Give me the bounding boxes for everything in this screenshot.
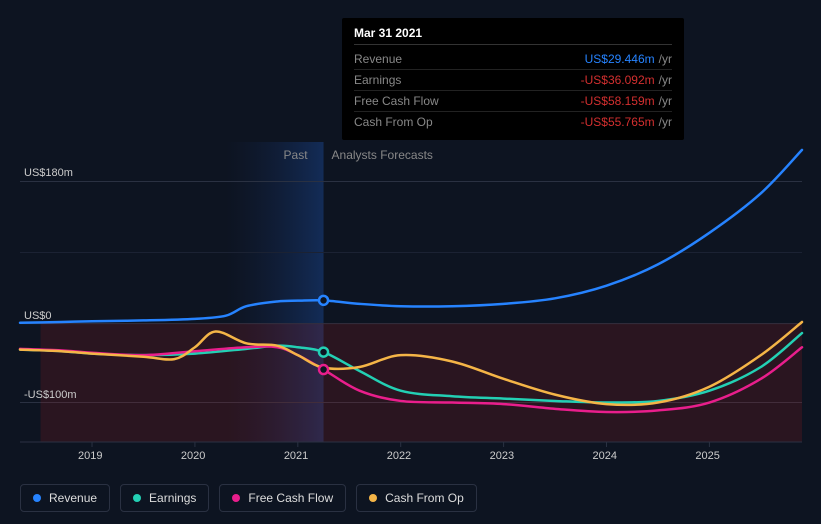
tooltip-row-label: Cash From Op bbox=[354, 113, 433, 131]
tooltip-row-value: -US$36.092m/yr bbox=[581, 71, 672, 89]
legend-dot-icon bbox=[33, 494, 41, 502]
tooltip-row-value: US$29.446m/yr bbox=[585, 50, 672, 68]
forecast-label: Analysts Forecasts bbox=[332, 148, 433, 162]
legend-item-cfo[interactable]: Cash From Op bbox=[356, 484, 477, 512]
series-marker bbox=[319, 348, 328, 357]
past-label: Past bbox=[284, 148, 308, 162]
legend: Revenue Earnings Free Cash Flow Cash From O… bbox=[20, 484, 477, 512]
legend-dot-icon bbox=[369, 494, 377, 502]
tooltip-row-value: -US$58.159m/yr bbox=[581, 92, 672, 110]
legend-item-label: Cash From Op bbox=[385, 491, 464, 505]
x-axis-label: 2024 bbox=[593, 450, 617, 462]
legend-item-fcf[interactable]: Free Cash Flow bbox=[219, 484, 346, 512]
legend-dot-icon bbox=[133, 494, 141, 502]
legend-item-earnings[interactable]: Earnings bbox=[120, 484, 209, 512]
legend-dot-icon bbox=[232, 494, 240, 502]
x-axis-label: 2022 bbox=[387, 450, 411, 462]
x-axis-label: 2025 bbox=[695, 450, 719, 462]
chart-tooltip: Mar 31 2021 Revenue US$29.446m/yr Earnings… bbox=[342, 18, 684, 140]
x-axis-label: 2023 bbox=[490, 450, 514, 462]
tooltip-row-label: Free Cash Flow bbox=[354, 92, 439, 110]
series-marker bbox=[319, 296, 328, 305]
y-axis-label: US$180m bbox=[24, 167, 73, 179]
legend-item-revenue[interactable]: Revenue bbox=[20, 484, 110, 512]
tooltip-row-label: Revenue bbox=[354, 50, 402, 68]
tooltip-row: Earnings -US$36.092m/yr bbox=[354, 70, 672, 91]
chart-container: { "tooltip": { "date": "Mar 31 2021", "r… bbox=[0, 0, 821, 524]
y-axis-label: US$0 bbox=[24, 310, 52, 322]
legend-item-label: Free Cash Flow bbox=[248, 491, 333, 505]
tooltip-row-value: -US$55.765m/yr bbox=[581, 113, 672, 131]
tooltip-row: Cash From Op -US$55.765m/yr bbox=[354, 112, 672, 132]
tooltip-row: Free Cash Flow -US$58.159m/yr bbox=[354, 91, 672, 112]
tooltip-date: Mar 31 2021 bbox=[354, 26, 672, 45]
tooltip-row: Revenue US$29.446m/yr bbox=[354, 49, 672, 70]
y-axis-label: -US$100m bbox=[24, 389, 77, 401]
legend-item-label: Revenue bbox=[49, 491, 97, 505]
x-axis-label: 2020 bbox=[181, 450, 205, 462]
legend-item-label: Earnings bbox=[149, 491, 196, 505]
x-axis-label: 2021 bbox=[284, 450, 308, 462]
series-marker bbox=[319, 365, 328, 374]
x-axis-label: 2019 bbox=[78, 450, 102, 462]
series-line-revenue bbox=[20, 150, 802, 323]
tooltip-row-label: Earnings bbox=[354, 71, 401, 89]
